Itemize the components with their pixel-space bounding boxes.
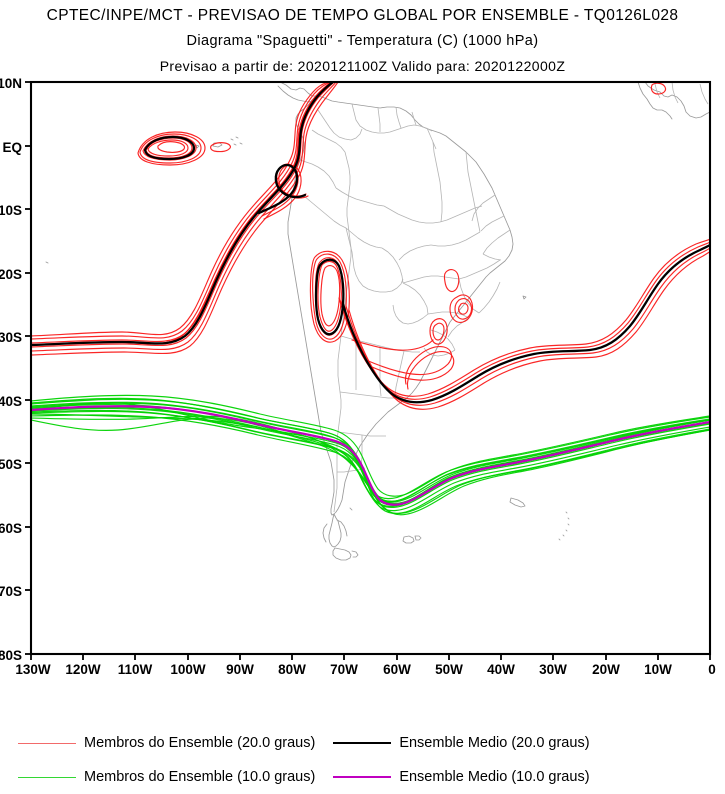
x-tick-label: 80W <box>278 662 306 677</box>
y-tick-label: 80S <box>0 648 22 663</box>
ensemble-mean-10c <box>31 405 710 506</box>
x-axis-labels: 130W 120W 110W 100W 90W 80W 70W 60W 50W … <box>15 662 715 677</box>
line-swatch-black-icon <box>333 742 392 744</box>
legend-item-mean-20c: Ensemble Medio (20.0 graus) <box>315 735 590 751</box>
legend-label-members-10c: Membros do Ensemble (10.0 graus) <box>84 769 316 785</box>
x-tick-label: 120W <box>65 662 101 677</box>
x-tick-label: 60W <box>383 662 411 677</box>
y-axis-labels: 10N EQ 10S 20S 30S 40S 50S 60S 70S 80S <box>0 76 22 663</box>
y-tick-label: 50S <box>0 457 22 472</box>
y-tick-label: 10N <box>0 76 22 91</box>
legend-row-10c: Membros do Ensemble (10.0 graus) Ensembl… <box>0 760 725 794</box>
x-tick-label: 50W <box>435 662 463 677</box>
legend-label-members-20c: Membros do Ensemble (20.0 graus) <box>84 735 316 751</box>
x-tick-label: 110W <box>118 662 153 677</box>
x-tick-label: 10W <box>644 662 672 677</box>
title-line-diagram: Diagrama "Spaguetti" - Temperatura (C) (… <box>186 33 539 49</box>
title-line-institution: CPTEC/INPE/MCT - PREVISAO DE TEMPO GLOBA… <box>46 7 679 24</box>
chart-legend: Membros do Ensemble (20.0 graus) Ensembl… <box>0 726 725 794</box>
legend-label-mean-10c: Ensemble Medio (10.0 graus) <box>399 769 590 785</box>
legend-item-mean-10c: Ensemble Medio (10.0 graus) <box>315 769 590 785</box>
x-tick-label: 20W <box>592 662 620 677</box>
ensemble-mean-20c <box>31 82 710 404</box>
x-tick-label: 100W <box>170 662 206 677</box>
x-tick-label: 90W <box>226 662 254 677</box>
line-swatch-green-icon <box>18 776 76 778</box>
ensemble-members-10c <box>31 394 710 516</box>
x-tick-label: 40W <box>487 662 515 677</box>
basemap-layer <box>45 82 710 561</box>
y-tick-label: 20S <box>0 267 22 282</box>
plot-frame <box>29 80 712 656</box>
legend-item-members-20c: Membros do Ensemble (20.0 graus) <box>0 735 315 751</box>
title-line-times: Previsao a partir de: 2020121100Z Valido… <box>159 58 566 74</box>
y-axis-ticks <box>25 81 31 655</box>
x-tick-label: 130W <box>15 662 51 677</box>
x-axis-ticks <box>30 654 711 660</box>
legend-label-mean-20c: Ensemble Medio (20.0 graus) <box>399 735 590 751</box>
y-tick-label: 10S <box>0 203 22 218</box>
y-tick-label: 60S <box>0 521 22 536</box>
y-tick-label: 40S <box>0 394 22 409</box>
y-tick-label: 70S <box>0 584 22 599</box>
y-tick-label: EQ <box>2 140 22 155</box>
line-swatch-red-icon <box>18 742 76 744</box>
y-tick-label: 30S <box>0 330 22 345</box>
legend-item-members-10c: Membros do Ensemble (10.0 graus) <box>0 769 315 785</box>
legend-row-20c: Membros do Ensemble (20.0 graus) Ensembl… <box>0 726 725 760</box>
x-tick-label: 30W <box>539 662 567 677</box>
line-swatch-magenta-icon <box>333 776 392 778</box>
chart-title-block: CPTEC/INPE/MCT - PREVISAO DE TEMPO GLOBA… <box>0 0 725 78</box>
x-tick-label: 0 <box>708 662 716 677</box>
x-tick-label: 70W <box>330 662 358 677</box>
